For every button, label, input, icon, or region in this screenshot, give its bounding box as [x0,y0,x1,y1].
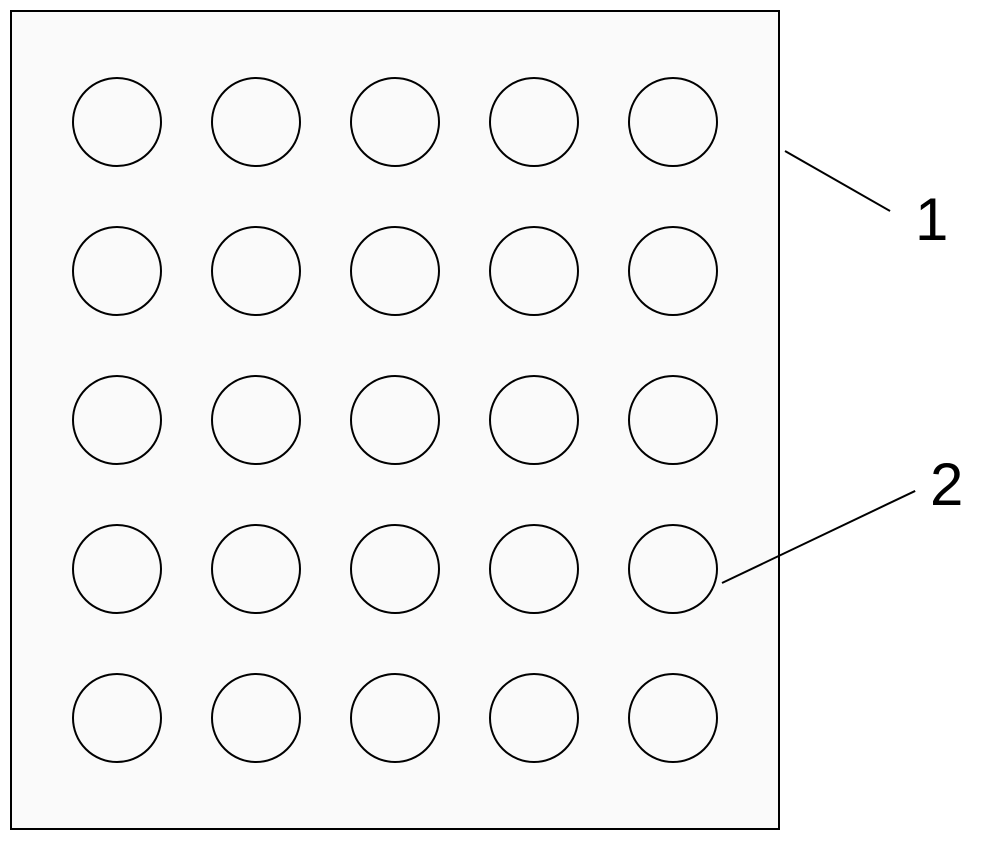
grid-circle [72,375,162,465]
grid-circle [72,77,162,167]
grid-circle [489,77,579,167]
grid-circle [72,673,162,763]
grid-circle [628,524,718,614]
circle-grid [12,12,778,828]
grid-circle [350,226,440,316]
grid-circle [211,524,301,614]
grid-circle [72,524,162,614]
grid-circle [489,673,579,763]
grid-circle [211,673,301,763]
grid-circle [628,226,718,316]
grid-circle [489,524,579,614]
label-1: 1 [915,185,948,254]
grid-box [10,10,780,830]
grid-circle [489,375,579,465]
grid-circle [628,673,718,763]
grid-circle [211,77,301,167]
label-2: 2 [930,450,963,519]
grid-circle [350,673,440,763]
grid-circle [350,77,440,167]
grid-circle [350,375,440,465]
leader-1 [785,150,891,212]
grid-circle [72,226,162,316]
diagram-root: 12 [10,10,780,830]
grid-circle [211,226,301,316]
grid-circle [489,226,579,316]
grid-circle [628,77,718,167]
grid-circle [350,524,440,614]
grid-circle [628,375,718,465]
grid-circle [211,375,301,465]
